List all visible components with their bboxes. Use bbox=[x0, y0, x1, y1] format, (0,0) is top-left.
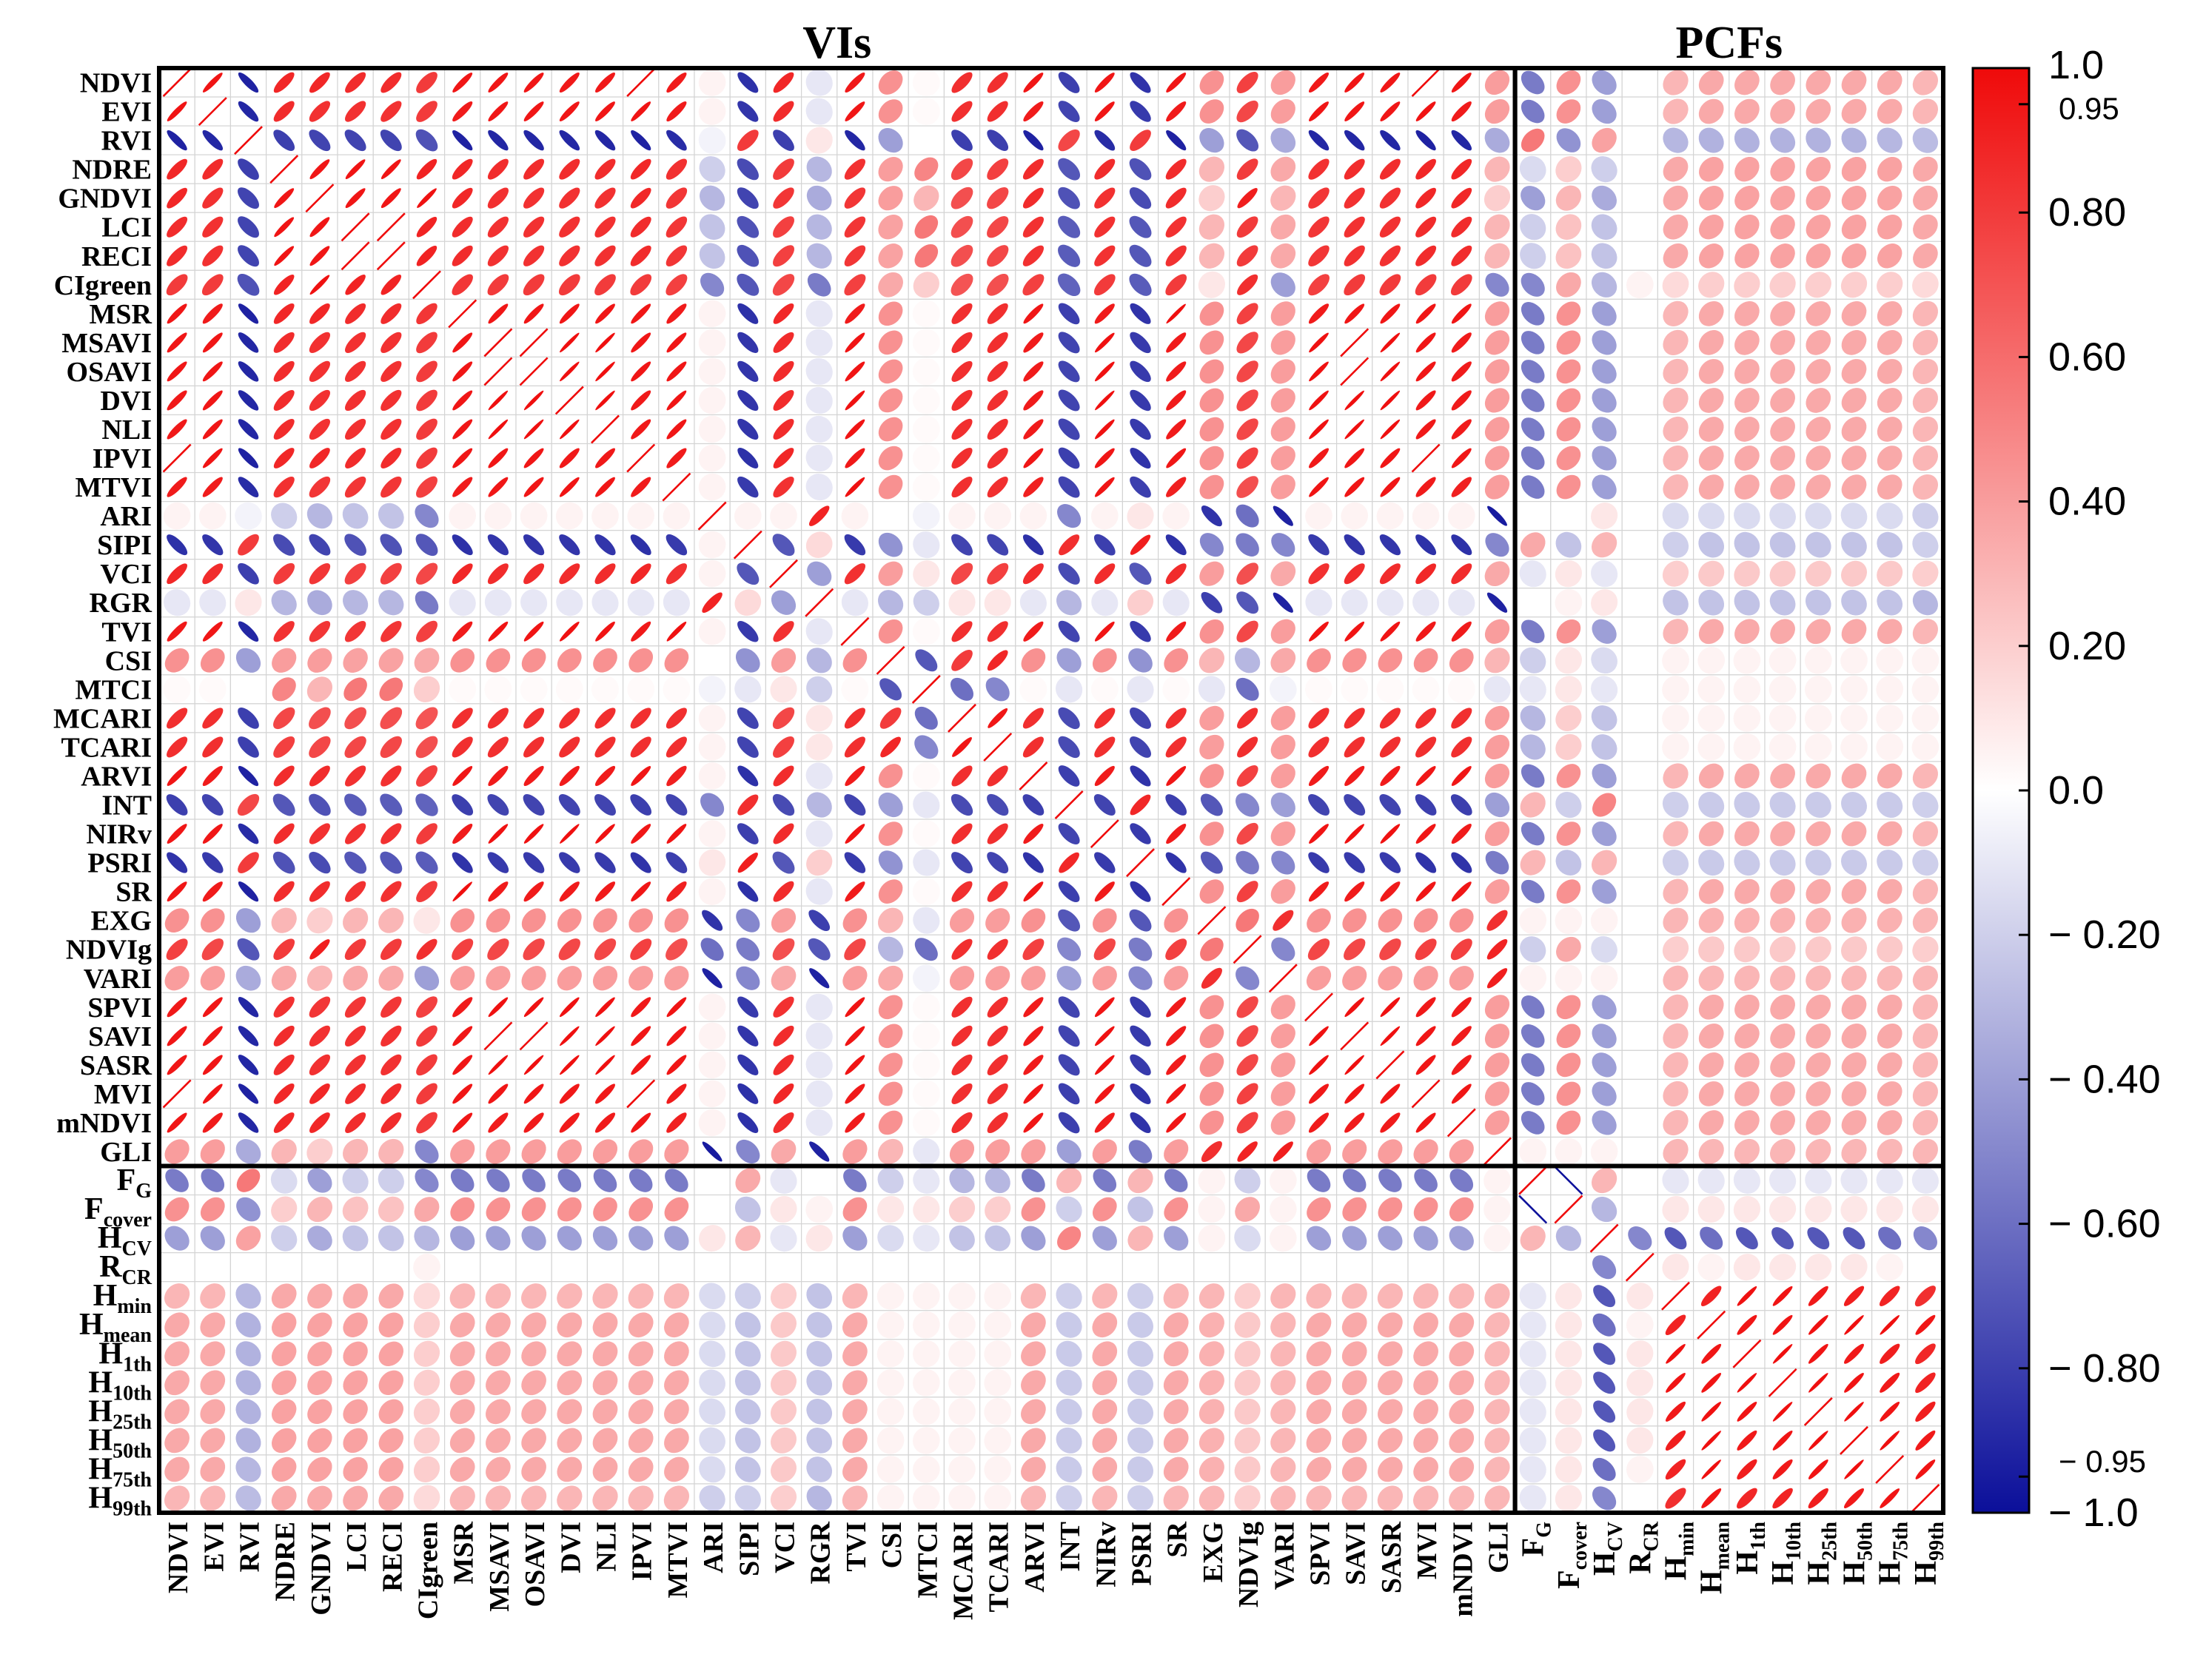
matrix-cell bbox=[943, 298, 981, 329]
matrix-cell bbox=[515, 269, 552, 300]
matrix-cell bbox=[372, 732, 410, 762]
matrix-cell bbox=[658, 703, 695, 733]
matrix-cell bbox=[1335, 530, 1373, 560]
matrix-cell bbox=[1372, 616, 1409, 647]
matrix-cell bbox=[408, 212, 446, 242]
matrix-cell bbox=[1050, 790, 1087, 820]
matrix-cell bbox=[372, 876, 410, 907]
matrix-cell bbox=[622, 471, 660, 503]
matrix-cell bbox=[337, 790, 374, 820]
matrix-cell bbox=[266, 269, 303, 300]
matrix-cell bbox=[551, 530, 589, 560]
matrix-cell bbox=[729, 530, 767, 560]
matrix-cell bbox=[1157, 414, 1195, 445]
matrix-cell bbox=[837, 298, 874, 329]
matrix-cell bbox=[301, 471, 338, 503]
matrix-cell bbox=[443, 703, 481, 733]
matrix-cell bbox=[158, 847, 195, 878]
matrix-cell bbox=[1443, 385, 1480, 416]
matrix-cell bbox=[266, 298, 303, 329]
matrix-cell bbox=[1157, 154, 1195, 184]
matrix-cell bbox=[1086, 298, 1123, 329]
matrix-cell bbox=[979, 876, 1016, 907]
matrix-cell bbox=[229, 298, 267, 329]
matrix-cell bbox=[408, 67, 446, 98]
matrix-cell bbox=[729, 414, 767, 445]
matrix-cell bbox=[515, 471, 552, 503]
matrix-cell bbox=[158, 154, 195, 184]
matrix-cell bbox=[943, 414, 981, 445]
matrix-cell bbox=[943, 934, 981, 964]
matrix-cell bbox=[1407, 703, 1444, 733]
matrix-cell bbox=[337, 356, 374, 387]
matrix-cell bbox=[480, 847, 517, 878]
matrix-cell bbox=[1086, 96, 1123, 127]
matrix-cell bbox=[1122, 443, 1159, 474]
matrix-cell bbox=[1300, 934, 1338, 964]
matrix-cell bbox=[1050, 471, 1087, 503]
matrix-cell bbox=[408, 732, 446, 762]
matrix-cell bbox=[765, 327, 802, 357]
